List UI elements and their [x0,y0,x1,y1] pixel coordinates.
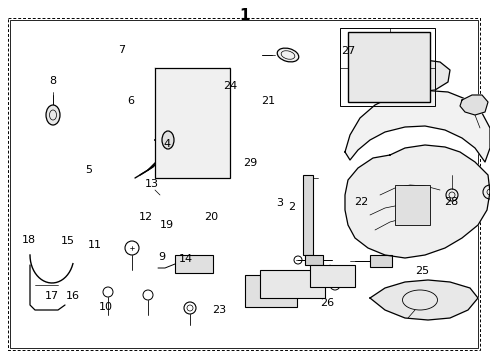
Text: 16: 16 [66,291,79,301]
Ellipse shape [46,105,60,125]
Bar [155,68,230,178]
Text: 3: 3 [276,198,283,208]
Text: 21: 21 [262,96,275,106]
Text: 13: 13 [145,179,159,189]
Text: 5: 5 [86,165,93,175]
Bar [348,32,430,102]
Text: 22: 22 [354,197,369,207]
Text: 19: 19 [160,220,173,230]
Text: 9: 9 [158,252,165,262]
Text: 7: 7 [118,45,125,55]
Polygon shape [390,60,450,92]
Text: 15: 15 [61,236,74,246]
Polygon shape [345,145,490,258]
Polygon shape [345,90,490,162]
Bar [370,255,392,267]
Ellipse shape [162,131,174,149]
Text: 8: 8 [49,76,56,86]
Text: 6: 6 [127,96,134,106]
Text: 2: 2 [288,202,295,212]
Text: 18: 18 [22,235,35,246]
Text: 24: 24 [223,81,238,91]
Polygon shape [460,95,488,115]
Text: 10: 10 [98,302,112,312]
Text: 4: 4 [163,139,170,149]
Text: 23: 23 [213,305,226,315]
Ellipse shape [277,48,299,62]
Bar [175,255,213,273]
Text: 1: 1 [240,8,250,23]
Text: 11: 11 [88,240,101,250]
Bar [395,185,430,225]
Text: 29: 29 [243,158,257,168]
Bar [245,275,297,307]
Text: 14: 14 [179,254,193,264]
Bar [310,265,355,287]
Bar [260,270,325,298]
Text: 20: 20 [205,212,219,222]
Text: 25: 25 [416,266,429,276]
Bar [303,175,313,255]
Text: 27: 27 [341,46,355,56]
Polygon shape [370,280,478,320]
Text: 28: 28 [443,197,458,207]
Text: 26: 26 [320,298,334,308]
Bar [305,255,323,265]
Text: 17: 17 [45,291,58,301]
Bar [340,28,435,106]
Text: 12: 12 [139,212,153,222]
